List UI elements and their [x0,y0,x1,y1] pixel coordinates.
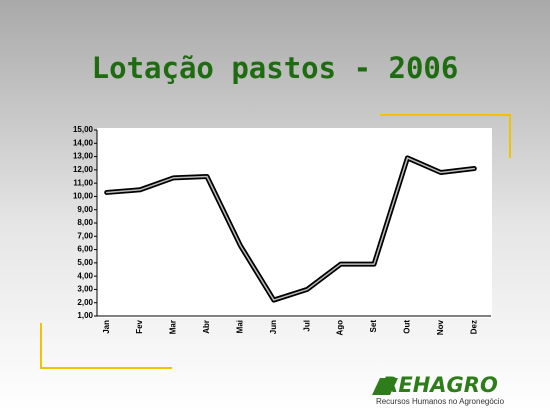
y-tick-label: 4,00 [77,271,93,280]
y-tick-label: 12,00 [73,165,94,174]
y-tick-label: 8,00 [77,218,93,227]
y-tick-label: 7,00 [77,231,93,240]
x-tick-label: Jul [302,320,311,332]
logo-tagline: Recursos Humanos no Agronegócio [376,397,505,406]
y-tick-label: 14,00 [73,138,94,147]
y-tick-label: 9,00 [77,205,93,214]
logo-name: REHAGRO [382,373,498,397]
chart: 1,00 2,00 3,00 4,00 5,00 6,00 7,00 8,00 9,00 10,0… [73,125,491,336]
y-tick-label: 13,00 [73,152,94,161]
y-tick-label: 3,00 [77,285,93,294]
logo: REHAGRO Recursos Humanos no Agronegócio [372,373,505,406]
x-tick-label: Abr [202,320,211,334]
x-tick-label: Jan [102,320,111,334]
chart-title: Lotação pastos - 2006 [92,51,459,85]
y-tick-label: 2,00 [77,298,93,307]
x-tick-label: Fev [135,319,144,333]
y-tick-label: 10,00 [73,192,94,201]
frame-corner [380,114,511,158]
logo-icon [372,378,398,395]
x-tick-label: Set [369,320,378,333]
y-tick-label: 15,00 [73,125,94,134]
x-tick-label: Dez [469,320,478,334]
x-tick-label: Out [403,320,412,334]
plot-area [97,128,492,318]
y-tick-label: 11,00 [73,178,93,187]
x-tick-label: Ago [336,320,345,336]
x-tick-label: Mai [235,320,244,333]
y-tick-label: 5,00 [77,258,93,267]
y-tick-label: 6,00 [77,245,93,254]
x-tick-label: Nov [436,319,445,335]
line-highlight [105,157,476,301]
y-tick-label: 1,00 [77,311,93,320]
frame-corner [40,323,172,369]
x-tick-label: Mar [169,320,178,334]
x-tick-label: Jun [269,320,278,334]
